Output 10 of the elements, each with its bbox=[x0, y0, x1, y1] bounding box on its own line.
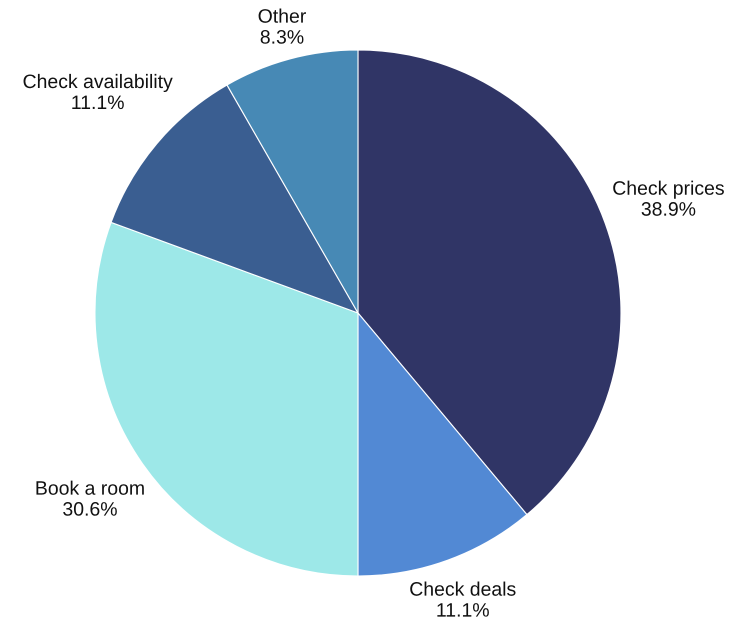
slice-label: Check prices bbox=[613, 180, 724, 199]
data-label: 11.1% bbox=[437, 603, 489, 617]
slice-label: Check availability bbox=[24, 74, 173, 92]
data-label: 11.1% bbox=[72, 95, 124, 110]
slice-label: Book a room bbox=[36, 480, 144, 495]
slice-label: Other bbox=[258, 8, 306, 23]
data-label: 30.6% bbox=[63, 502, 117, 516]
data-label: 8.3% bbox=[260, 30, 304, 44]
slice-label: Check deals bbox=[410, 582, 516, 596]
data-label: 38.9% bbox=[642, 202, 696, 216]
